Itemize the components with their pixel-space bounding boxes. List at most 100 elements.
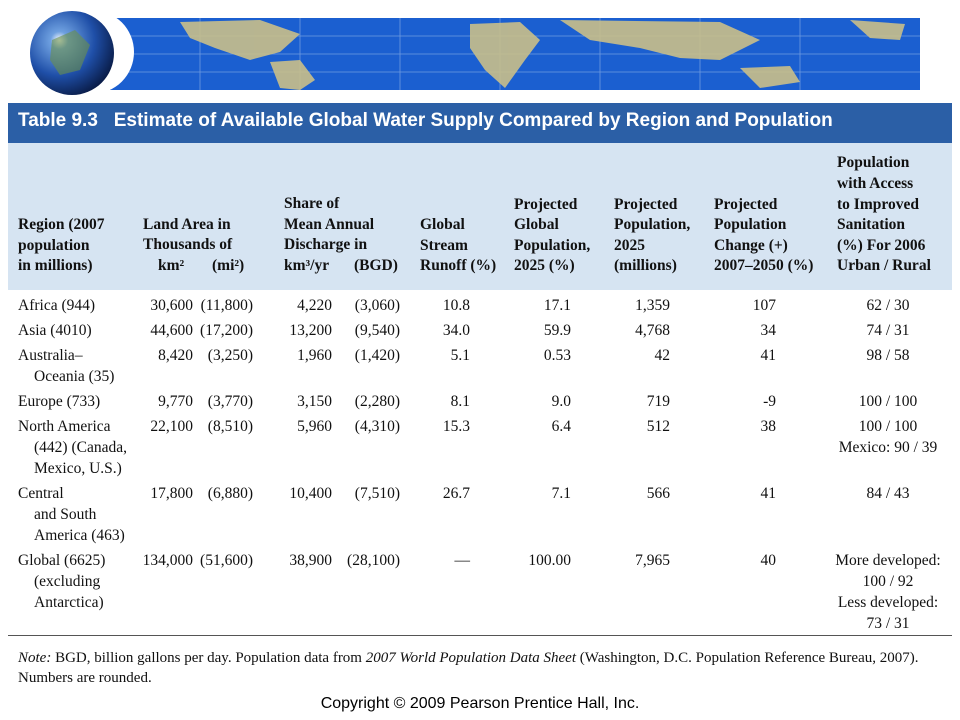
cell: 107	[753, 295, 776, 316]
cell-text: 34.0	[442, 322, 470, 339]
cell-text: 17.1	[543, 297, 571, 314]
header-line: (%) For 2006	[837, 236, 926, 254]
cell: 1,960	[297, 345, 332, 366]
cell-text: (17,200)	[200, 322, 253, 339]
cell: 4,220	[297, 295, 332, 316]
cell-line: 74 / 31	[866, 322, 910, 339]
cell: 34	[761, 320, 777, 341]
cell: (51,600)	[200, 550, 253, 571]
cell-line: 98 / 58	[866, 347, 910, 364]
copyright: Copyright © 2009 Pearson Prentice Hall, …	[320, 695, 640, 712]
header-line: Runoff (%)	[420, 257, 497, 275]
header-line: Mean Annual	[284, 215, 375, 233]
cell-text: (6,880)	[207, 485, 253, 502]
cell-text: 6.4	[551, 418, 571, 435]
cell-line: Australia–	[18, 347, 83, 364]
cell: 9,770	[158, 391, 193, 412]
cell-text: (28,100)	[347, 552, 400, 569]
column-subheader: (BGD)	[354, 256, 398, 277]
cell-text: (4,310)	[354, 418, 400, 435]
cell-text: —	[454, 552, 471, 569]
cell-line: Central	[18, 485, 64, 502]
cell: 10,400	[289, 483, 332, 504]
column-subheader: (mi²)	[212, 256, 244, 277]
cell-text: 10.8	[442, 297, 470, 314]
sanitation-cell: 100 / 100	[818, 391, 958, 412]
cell-line: 100 / 100	[858, 393, 918, 410]
cell: 512	[647, 416, 670, 437]
cell: (17,200)	[200, 320, 253, 341]
cell-line: (442) (Canada,	[34, 439, 127, 456]
cell-text: 59.9	[543, 322, 571, 339]
note-source: 2007 World Population Data Sheet	[365, 650, 577, 666]
banner	[30, 10, 920, 95]
header-line: 2007–2050 (%)	[714, 257, 814, 275]
column-header: Population with Access to Improved Sanitati…	[837, 153, 931, 277]
column-header: Projected Population Change (+) 2007–2050 (…	[714, 195, 813, 277]
cell-line: 100 / 92	[862, 573, 914, 590]
cell-line: America (463)	[34, 527, 125, 544]
region-cell: Global (6625) (excluding Antarctica)	[18, 550, 105, 613]
cell-text: 13,200	[289, 322, 332, 339]
cell-text: 3,150	[297, 393, 332, 410]
cell-line: (excluding	[34, 573, 101, 590]
column-subheader: km²	[158, 256, 184, 277]
cell: 7,965	[635, 550, 670, 571]
header-line: Thousands of	[143, 236, 233, 254]
cell: 34.0	[443, 320, 470, 341]
cell: 8,420	[158, 345, 193, 366]
cell: 1,359	[635, 295, 670, 316]
cell-line: Africa (944)	[18, 297, 96, 314]
cell: 40	[761, 550, 777, 571]
cell: 5,960	[297, 416, 332, 437]
header-line: in millions)	[18, 257, 93, 275]
cell-text: 566	[646, 485, 670, 502]
region-cell: Europe (733)	[18, 391, 100, 412]
header-line: Sanitation	[837, 216, 906, 234]
cell: 13,200	[289, 320, 332, 341]
cell-text: 1,960	[297, 347, 332, 364]
region-cell: Asia (4010)	[18, 320, 92, 341]
cell: 42	[655, 345, 671, 366]
cell: (28,100)	[347, 550, 400, 571]
cell: 3,150	[297, 391, 332, 412]
cell-text: (2,280)	[354, 393, 400, 410]
cell: (8,510)	[208, 416, 253, 437]
cell-text: (9,540)	[354, 322, 400, 339]
cell: 41	[761, 483, 777, 504]
cell-text: 30,600	[150, 297, 193, 314]
region-cell: Africa (944)	[18, 295, 95, 316]
note-text: (Washington, D.C. Population Reference B…	[18, 650, 919, 686]
column-header: Projected Global Population, 2025 (%)	[514, 195, 590, 277]
cell: 8.1	[451, 391, 470, 412]
cell: 44,600	[150, 320, 193, 341]
cell-text: (3,250)	[207, 347, 253, 364]
cell: 59.9	[544, 320, 571, 341]
header-line: Change (+)	[714, 236, 788, 254]
cell: (11,800)	[201, 295, 253, 316]
column-header: Land Area in Thousands of	[143, 215, 232, 256]
header-line: Urban / Rural	[837, 257, 931, 275]
cell: (3,770)	[208, 391, 253, 412]
cell: (9,540)	[355, 320, 400, 341]
header-line: Population,	[514, 236, 591, 254]
cell: (6,880)	[208, 483, 253, 504]
cell-line: 73 / 31	[866, 615, 910, 632]
cell: 15.3	[443, 416, 470, 437]
header-line: to Improved	[837, 195, 919, 213]
header-line: Land Area in	[143, 215, 231, 233]
cell: 26.7	[443, 483, 470, 504]
cell-text: 9.0	[551, 393, 571, 410]
cell: (3,250)	[208, 345, 253, 366]
column-subheader: km³/yr	[284, 256, 329, 277]
cell-text: 34	[760, 322, 777, 339]
header-line: 2025 (%)	[514, 257, 575, 275]
sanitation-cell: 98 / 58	[818, 345, 958, 366]
cell-line: Asia (4010)	[18, 322, 92, 339]
header-line: population	[18, 236, 90, 254]
cell: 10.8	[443, 295, 470, 316]
cell-text: (11,800)	[200, 297, 253, 314]
header-line: Projected	[714, 195, 778, 213]
cell-text: 8.1	[450, 393, 470, 410]
